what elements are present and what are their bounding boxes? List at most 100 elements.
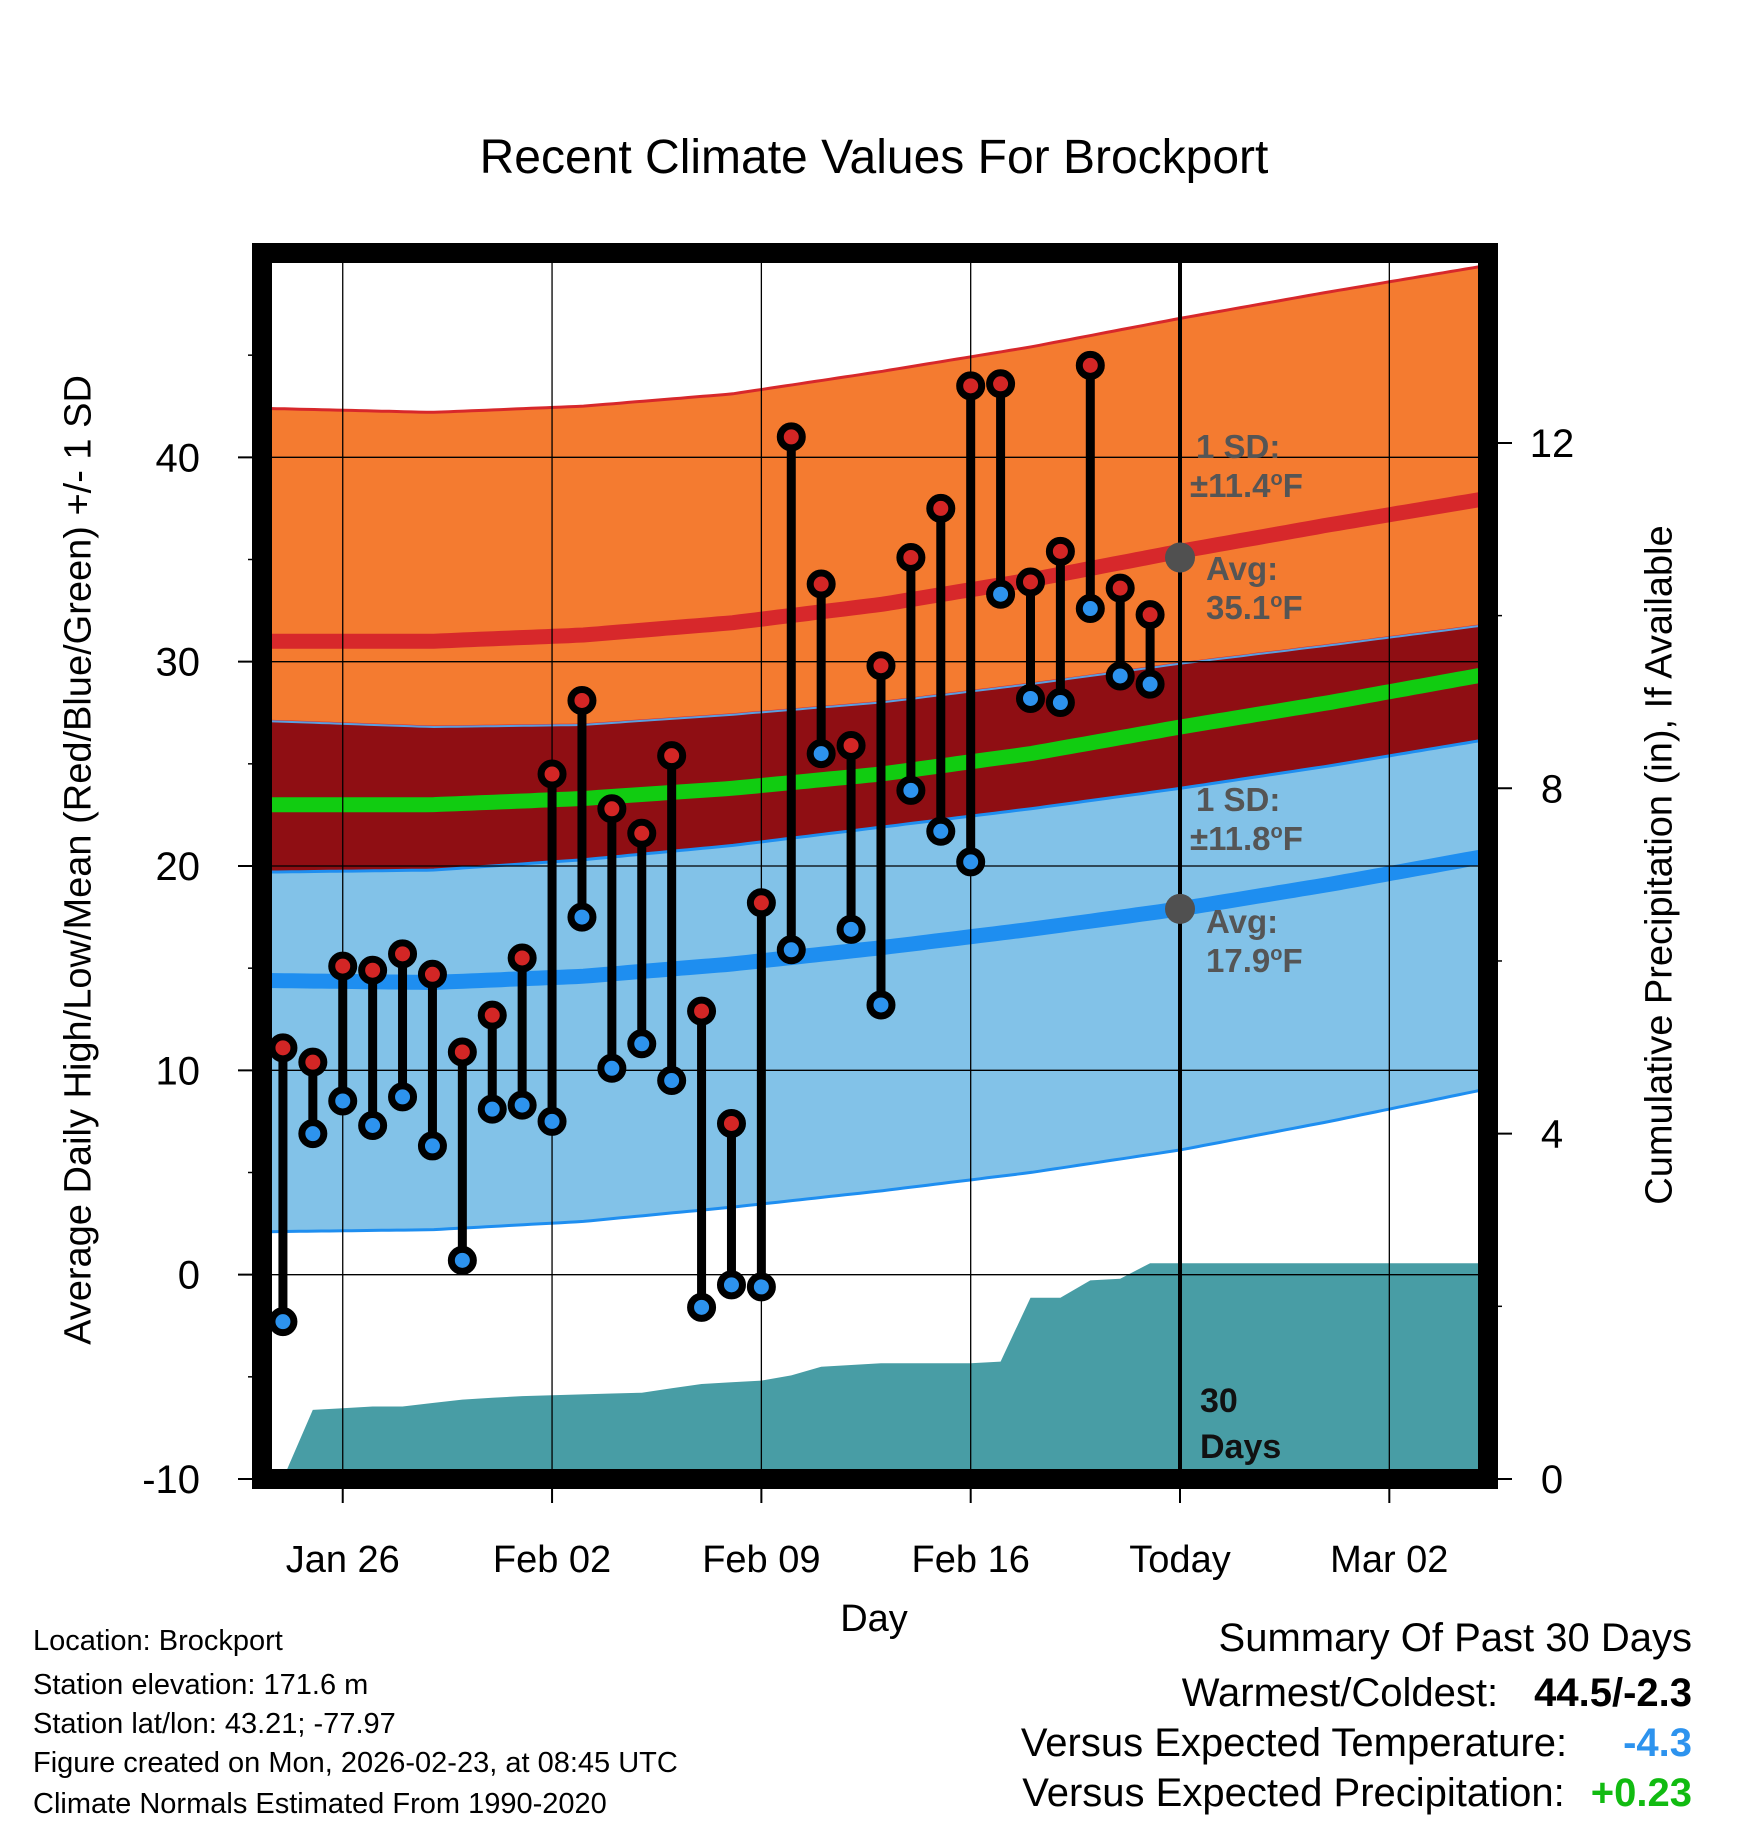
daily-low-marker (956, 847, 986, 877)
daily-low-marker (328, 1086, 358, 1116)
x-tick-label: Feb 16 (912, 1539, 1030, 1581)
x-tick-label: Feb 09 (702, 1539, 820, 1581)
info-location: Location: Brockport (33, 1625, 283, 1657)
daily-low-marker (507, 1090, 537, 1120)
daily-low-marker (806, 739, 836, 769)
daily-low-marker (687, 1292, 717, 1322)
daily-low-marker (986, 579, 1016, 609)
daily-high-marker (806, 569, 836, 599)
daily-low-marker (1105, 661, 1135, 691)
summary-precipitation: Versus Expected Precipitation: +0.23 (1022, 1771, 1692, 1815)
daily-high-marker (268, 1033, 298, 1063)
y-tick-label: 20 (156, 845, 201, 889)
daily-high-marker (1075, 350, 1105, 380)
daily-high-marker (597, 794, 627, 824)
daily-high-marker (776, 422, 806, 452)
daily-high-marker (866, 651, 896, 681)
daily-low-marker (1045, 688, 1075, 718)
daily-low-marker (746, 1272, 776, 1302)
daily-high-marker (1105, 573, 1135, 603)
high-band-lower-edge (262, 623, 1488, 729)
daily-high-marker (537, 759, 567, 789)
daily-high-marker (1135, 600, 1165, 630)
daily-low-marker (657, 1066, 687, 1096)
daily-high-marker (836, 730, 866, 760)
daily-low-marker (776, 935, 806, 965)
cumulative-precip-area (282, 1263, 1488, 1479)
normal-high-line (262, 490, 1488, 649)
axis-ticks: -10 0 10 20 30 40 0 4 8 12 Jan 26 Feb 02 Feb 09 Feb 1… (142, 354, 1575, 1581)
period-label: 30 Days (1200, 1382, 1282, 1466)
daily-low-marker (388, 1082, 418, 1112)
summary-title: Summary Of Past 30 Days (1218, 1616, 1692, 1660)
x-tick-label: Feb 02 (493, 1539, 611, 1581)
normal-bands (262, 263, 1488, 1479)
daily-low-marker (447, 1245, 477, 1275)
low-avg-label: Avg: (1206, 903, 1279, 940)
plot-frame (252, 243, 1498, 1489)
daily-high-marker (926, 493, 956, 523)
daily-high-marker (657, 741, 687, 771)
daily-high-marker (298, 1047, 328, 1077)
daily-low-marker (716, 1270, 746, 1300)
high-avg-label: Avg: (1206, 550, 1279, 587)
daily-low-marker (1135, 669, 1165, 699)
y-tick-label: 0 (178, 1254, 200, 1298)
info-elevation: Station elevation: 171.6 m (33, 1669, 369, 1701)
daily-high-marker (896, 542, 926, 572)
daily-low-marker (597, 1053, 627, 1083)
x-tick-label: Today (1129, 1539, 1230, 1581)
daily-high-marker (1015, 567, 1045, 597)
daily-low-marker (926, 816, 956, 846)
y-tick-label: 30 (156, 641, 201, 685)
daily-high-marker (687, 996, 717, 1026)
info-latlon: Station lat/lon: 43.21; -77.97 (33, 1708, 396, 1740)
x-axis-label: Day (840, 1598, 908, 1640)
daily-low-marker (537, 1106, 567, 1136)
daily-high-marker (716, 1108, 746, 1138)
daily-high-marker (358, 955, 388, 985)
low-sd-label: 1 SD: (1196, 781, 1281, 818)
high-sd-value: ±11.4oF (1190, 467, 1303, 504)
y-axis-label-left: Average Daily High/Low/Mean (Red/Blue/Gr… (57, 375, 100, 1345)
y-right-tick-label: 8 (1541, 767, 1563, 811)
daily-high-marker (507, 943, 537, 973)
daily-low-marker (358, 1111, 388, 1141)
high-sd-label: 1 SD: (1196, 428, 1281, 465)
y-tick-label: 40 (156, 436, 201, 480)
daily-high-marker (567, 685, 597, 715)
daily-high-marker (417, 959, 447, 989)
daily-low-marker (627, 1029, 657, 1059)
info-normals: Climate Normals Estimated From 1990-2020 (33, 1788, 607, 1820)
info-created: Figure created on Mon, 2026-02-23, at 08… (33, 1747, 678, 1779)
today-avg-high-dot (1165, 542, 1196, 573)
summary-warmest-coldest: Warmest/Coldest: 44.5/-2.3 (1181, 1671, 1692, 1715)
normal-mean-line (262, 666, 1488, 813)
daily-high-marker (328, 951, 358, 981)
daily-high-marker (477, 1000, 507, 1030)
daily-high-marker (956, 371, 986, 401)
daily-high-marker (447, 1037, 477, 1067)
y-tick-label: 10 (156, 1049, 201, 1093)
daily-low-marker (836, 914, 866, 944)
daily-low-marker (567, 902, 597, 932)
summary-temperature: Versus Expected Temperature: -4.3 (1020, 1721, 1692, 1765)
daily-high-marker (986, 369, 1016, 399)
daily-low-marker (298, 1119, 328, 1149)
y-right-tick-label: 12 (1530, 422, 1575, 466)
today-avg-low-dot (1165, 893, 1196, 924)
x-tick-label: Jan 26 (286, 1539, 400, 1581)
daily-high-marker (627, 818, 657, 848)
y-axis-label-right: Cumulative Precipitation (in), If Availa… (1638, 525, 1681, 1205)
daily-range-bars (268, 350, 1196, 1337)
chart-title: Recent Climate Values For Brockport (479, 131, 1269, 184)
low-avg-value: 17.9oF (1206, 942, 1303, 979)
daily-low-marker (477, 1094, 507, 1124)
daily-high-marker (1045, 536, 1075, 566)
y-right-tick-label: 4 (1541, 1113, 1563, 1157)
daily-high-marker (388, 939, 418, 969)
y-right-tick-label: 0 (1541, 1458, 1563, 1502)
daily-high-marker (746, 888, 776, 918)
daily-low-marker (268, 1307, 298, 1337)
